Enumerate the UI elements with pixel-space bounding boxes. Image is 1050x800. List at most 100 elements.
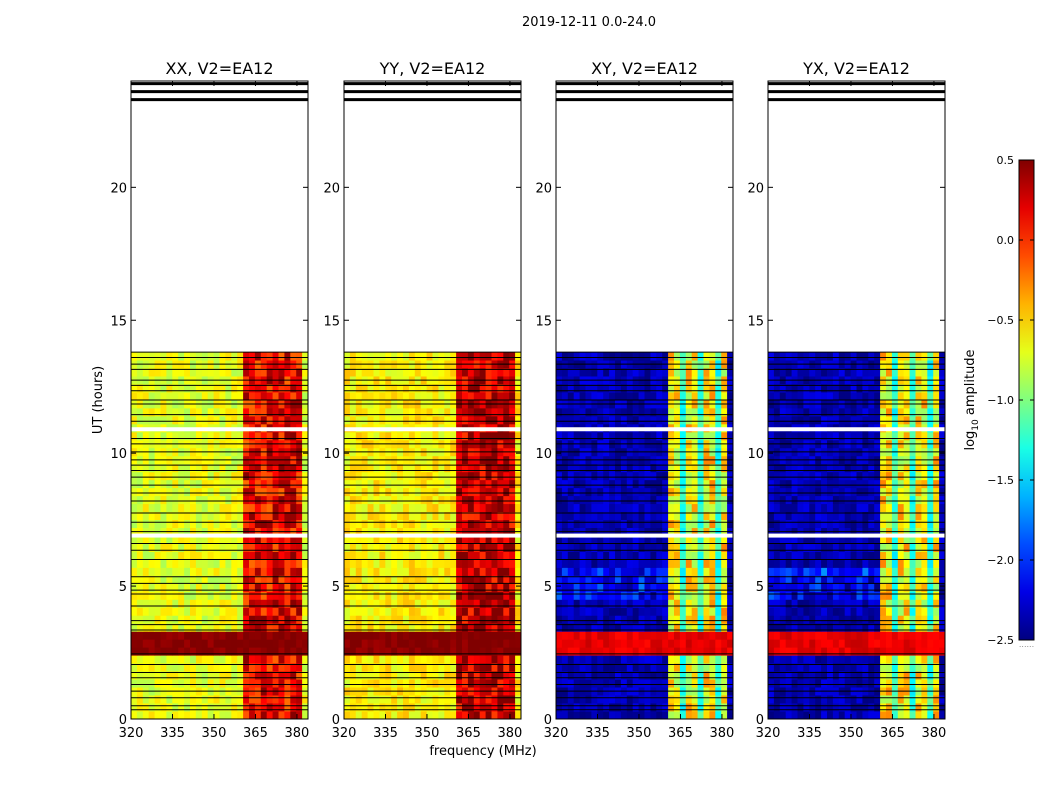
heatmap-cell: [491, 575, 498, 584]
heatmap-cell: [254, 551, 262, 560]
heatmap-cell: [768, 679, 775, 688]
heatmap-cell: [237, 495, 244, 505]
heatmap-cell: [426, 495, 433, 505]
heatmap-cell: [567, 368, 575, 377]
heatmap-cell: [367, 392, 374, 401]
heatmap-cell: [391, 407, 398, 417]
heatmap-cell: [509, 535, 516, 544]
heatmap-cell: [715, 431, 722, 441]
heatmap-cell: [715, 503, 722, 513]
heatmap-cell: [225, 639, 232, 648]
heatmap-cell: [927, 655, 934, 664]
heatmap-cell: [391, 551, 398, 560]
heatmap-cell: [727, 415, 734, 425]
heatmap-cell: [373, 591, 380, 600]
heatmap-cell: [791, 703, 798, 712]
heatmap-cell: [178, 591, 185, 600]
heatmap-cell: [154, 511, 161, 521]
heatmap-cell: [426, 463, 433, 473]
heatmap-cell: [136, 559, 144, 568]
heatmap-cell: [509, 384, 516, 393]
heatmap-cell: [302, 479, 309, 489]
heatmap-cell: [609, 479, 616, 489]
heatmap-cell: [160, 431, 167, 441]
heatmap-cell: [662, 615, 669, 624]
heatmap-cell: [579, 663, 586, 672]
heatmap-cell: [585, 384, 592, 393]
heatmap-cell: [397, 392, 404, 401]
heatmap-cell: [485, 519, 492, 529]
heatmap-cell: [201, 591, 209, 600]
heatmap-cell: [249, 407, 256, 417]
gap-row: [131, 427, 308, 432]
heatmap-cell: [886, 567, 893, 576]
heatmap-cell: [656, 567, 663, 576]
heatmap-cell: [591, 583, 598, 592]
heatmap-cell: [367, 463, 374, 473]
heatmap-cell: [385, 663, 392, 672]
heatmap-cell: [691, 631, 698, 640]
heatmap-cell: [249, 679, 256, 688]
heatmap-cell: [650, 471, 657, 481]
heatmap-cell: [668, 368, 675, 377]
heatmap-cell: [679, 671, 687, 680]
heatmap-cell: [432, 679, 439, 688]
heatmap-cell: [385, 591, 392, 600]
heatmap-cell: [166, 575, 173, 584]
heatmap-cell: [278, 567, 285, 576]
heatmap-cell: [579, 703, 586, 712]
heatmap-cell: [668, 463, 675, 473]
heatmap-cell: [556, 599, 563, 608]
heatmap-cell: [573, 615, 580, 624]
heatmap-cell: [674, 352, 681, 361]
heatmap-cell: [136, 639, 144, 648]
heatmap-cell: [467, 384, 475, 393]
heatmap-cell: [721, 392, 728, 401]
heatmap-cell: [709, 663, 716, 672]
heatmap-cell: [201, 679, 209, 688]
heatmap-cell: [237, 703, 244, 712]
heatmap-cell: [190, 551, 197, 560]
heatmap-cell: [509, 511, 516, 521]
heatmap-cell: [254, 495, 262, 505]
heatmap-cell: [674, 503, 681, 513]
heatmap-cell: [302, 535, 309, 544]
heatmap-cell: [685, 639, 693, 648]
heatmap-cell: [856, 559, 863, 568]
heatmap-cell: [414, 583, 422, 592]
heatmap-cell: [473, 655, 481, 664]
heatmap-cell: [561, 463, 569, 473]
heatmap-cell: [803, 671, 810, 680]
heatmap-cell: [237, 415, 244, 425]
heatmap-cell: [567, 463, 575, 473]
heatmap-cell: [727, 463, 734, 473]
heatmap-cell: [709, 495, 716, 505]
heatmap-cell: [462, 607, 469, 616]
heatmap-cell: [803, 551, 810, 560]
heatmap-cell: [927, 559, 934, 568]
heatmap-cell: [874, 623, 881, 632]
heatmap-cell: [444, 543, 451, 552]
heatmap-cell: [791, 695, 798, 704]
heatmap-cell: [344, 607, 351, 616]
heatmap-cell: [515, 607, 522, 616]
heatmap-cell: [703, 583, 710, 592]
heatmap-cell: [573, 663, 580, 672]
heatmap-cell: [662, 583, 669, 592]
heatmap-cell: [473, 695, 481, 704]
heatmap-cell: [355, 352, 363, 361]
heatmap-cell: [148, 431, 155, 441]
heatmap-cell: [933, 583, 940, 592]
heatmap-cell: [260, 671, 268, 680]
heatmap-cell: [397, 663, 404, 672]
heatmap-cell: [254, 647, 262, 656]
heatmap-cell: [479, 703, 486, 712]
heatmap-cell: [838, 591, 846, 600]
heatmap-cell: [361, 511, 368, 521]
heatmap-cell: [556, 711, 563, 720]
heatmap-cell: [561, 647, 569, 656]
heatmap-cell: [874, 647, 881, 656]
heatmap-cell: [172, 695, 179, 704]
heatmap-cell: [891, 567, 899, 576]
heatmap-cell: [349, 392, 357, 401]
